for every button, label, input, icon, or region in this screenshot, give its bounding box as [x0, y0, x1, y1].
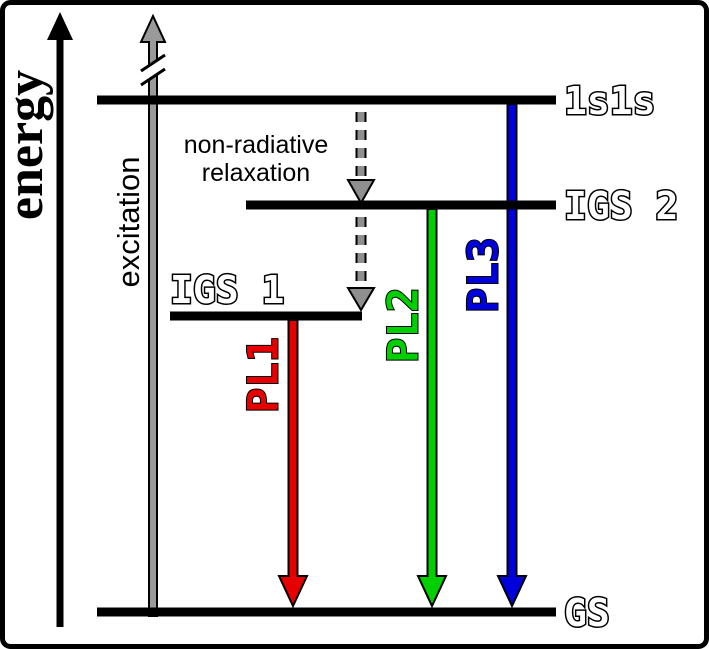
nonradiative-arrow-1-head: [346, 179, 376, 206]
level-gs-label: GS: [564, 591, 610, 635]
level-igs2-label: IGS 2: [564, 184, 678, 228]
nonradiative-arrow-2: [346, 217, 376, 312]
break-slash-2: [140, 67, 166, 87]
pl3-label: PL3: [459, 237, 508, 313]
nonradiative-label-line2: relaxation: [202, 159, 310, 187]
energy-axis-arrow: [47, 12, 73, 627]
pl3-arrow: [496, 103, 528, 609]
pl1-arrow: [277, 319, 309, 609]
break-gap: [141, 55, 165, 85]
excitation-break-icon: [140, 53, 166, 87]
break-slash-1: [140, 53, 166, 73]
excitation-label: excitation: [111, 157, 146, 288]
nonradiative-arrow-1: [346, 112, 376, 206]
pl2-arrow: [416, 208, 448, 609]
level-igs1-label: IGS 1: [170, 268, 284, 312]
nonradiative-arrow-2-head: [346, 287, 376, 312]
excitation-arrow: [139, 13, 167, 617]
nonradiative-label-line1: non-radiative: [184, 131, 329, 159]
pl1-label: PL1: [239, 337, 288, 413]
level-1s1s-label: 1s1s: [564, 79, 656, 123]
energy-axis-label: energy: [0, 70, 54, 220]
pl2-label: PL2: [379, 287, 428, 363]
